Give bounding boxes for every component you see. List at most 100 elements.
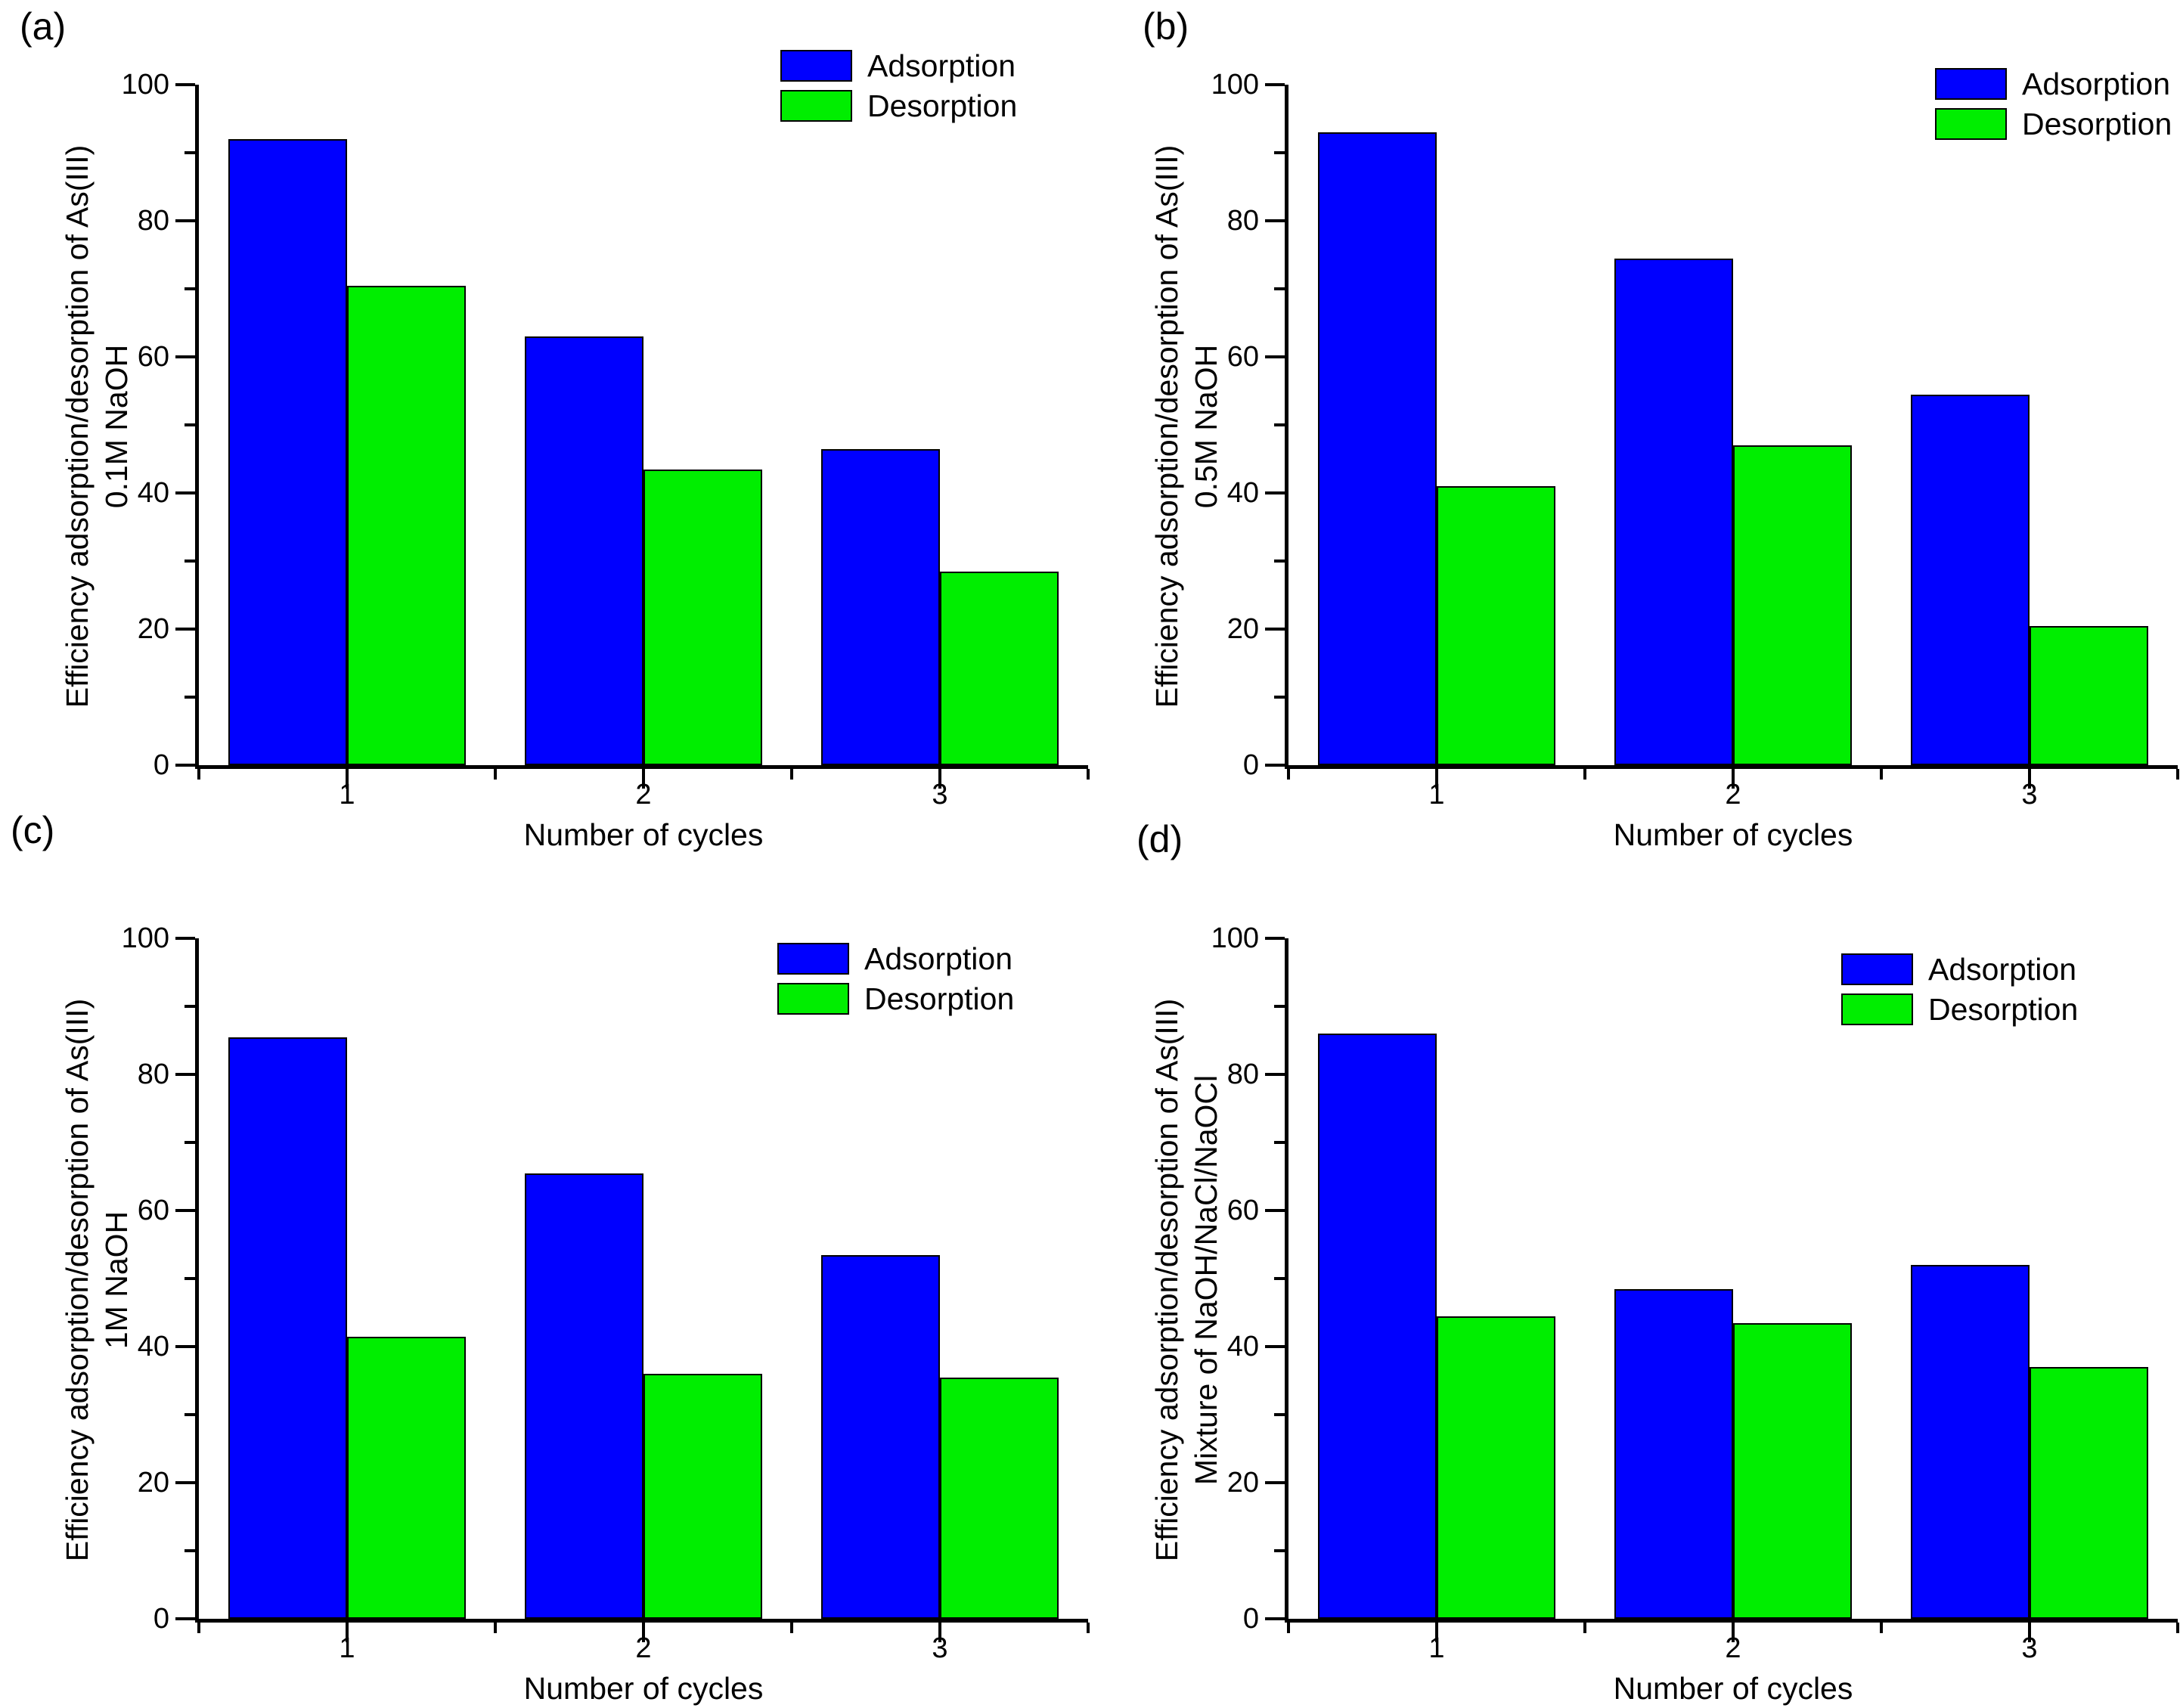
y-axis-minor-tick xyxy=(1274,423,1285,426)
y-axis-minor-tick xyxy=(1274,1277,1285,1280)
bar-adsorption-cycle-1 xyxy=(228,139,347,765)
y-axis-minor-tick xyxy=(185,696,195,699)
panel-letter: (a) xyxy=(20,5,67,48)
y-axis-title: Efficiency adsorption/desorption of As(I… xyxy=(57,86,136,767)
adsorption-swatch-icon xyxy=(780,50,852,82)
y-axis-major-tick xyxy=(175,937,195,940)
y-tick-label: 60 xyxy=(1226,341,1259,373)
bar-adsorption-cycle-2 xyxy=(525,1173,643,1619)
legend-item-adsorption: Adsorption xyxy=(1841,953,2078,985)
legend: Adsorption Desorption xyxy=(777,943,1014,1023)
y-axis-minor-tick xyxy=(1274,1005,1285,1008)
x-tick-label: 2 xyxy=(635,1632,652,1664)
adsorption-swatch-icon xyxy=(1935,68,2007,100)
y-axis-minor-tick xyxy=(185,287,195,290)
x-axis-major-tick xyxy=(346,1623,349,1642)
y-axis-minor-tick xyxy=(185,423,195,426)
y-axis-minor-tick xyxy=(185,1549,195,1552)
plot-area xyxy=(195,85,1088,769)
bar-adsorption-cycle-2 xyxy=(1614,258,1733,765)
legend-label-adsorption: Adsorption xyxy=(2022,67,2171,101)
bar-desorption-cycle-2 xyxy=(643,1374,762,1619)
bar-adsorption-cycle-1 xyxy=(1318,1034,1437,1619)
plot-area xyxy=(1285,938,2178,1623)
desorption-swatch-icon xyxy=(1935,108,2007,140)
x-tick-label: 3 xyxy=(2021,1632,2038,1664)
x-axis-title: Number of cycles xyxy=(523,817,764,852)
y-axis-major-tick xyxy=(175,219,195,222)
y-axis-major-tick xyxy=(1265,937,1285,940)
x-axis-major-tick xyxy=(346,769,349,789)
legend: Adsorption Desorption xyxy=(1935,68,2172,148)
y-axis-major-tick xyxy=(1265,1617,1285,1620)
x-tick-label: 2 xyxy=(1725,1632,1741,1664)
x-axis-minor-tick xyxy=(2176,1623,2179,1633)
y-axis-major-tick xyxy=(175,83,195,86)
x-axis-minor-tick xyxy=(1287,769,1290,780)
bar-desorption-cycle-1 xyxy=(347,1336,466,1619)
x-tick-label: 2 xyxy=(1725,779,1741,811)
bar-desorption-cycle-2 xyxy=(1733,445,1852,765)
legend-item-adsorption: Adsorption xyxy=(777,943,1014,975)
desorption-swatch-icon xyxy=(780,90,852,122)
y-axis-minor-tick xyxy=(185,1141,195,1144)
y-axis-major-tick xyxy=(175,628,195,631)
y-tick-label: 0 xyxy=(1242,749,1259,781)
y-axis-title-line2: 1M NaOH xyxy=(99,1210,134,1350)
y-axis-title-line1: Efficiency adsorption/desorption of As(I… xyxy=(60,144,95,708)
y-axis-major-tick xyxy=(1265,764,1285,767)
y-axis-title-line1: Efficiency adsorption/desorption of As(I… xyxy=(60,998,95,1562)
bar-desorption-cycle-3 xyxy=(940,1377,1059,1619)
adsorption-swatch-icon xyxy=(777,943,849,975)
x-tick-label: 1 xyxy=(339,779,355,811)
x-tick-label: 3 xyxy=(932,779,948,811)
legend-label-adsorption: Adsorption xyxy=(1928,952,2077,987)
y-axis-title-line2: 0.1M NaOH xyxy=(99,344,134,509)
bar-adsorption-cycle-2 xyxy=(1614,1288,1733,1619)
y-tick-label: 0 xyxy=(1242,1603,1259,1635)
x-axis-title: Number of cycles xyxy=(523,1671,764,1706)
x-axis-title: Number of cycles xyxy=(1613,817,1853,852)
y-axis-major-tick xyxy=(1265,219,1285,222)
y-tick-label: 100 xyxy=(1211,69,1259,101)
y-axis-major-tick xyxy=(175,1073,195,1076)
y-axis-minor-tick xyxy=(1274,151,1285,154)
y-axis-title: Efficiency adsorption/desorption of As(I… xyxy=(1147,940,1226,1620)
x-axis-major-tick xyxy=(1732,769,1735,789)
plot-area xyxy=(195,938,1088,1623)
y-axis-major-tick xyxy=(1265,1073,1285,1076)
x-axis-major-tick xyxy=(938,769,941,789)
x-axis-major-tick xyxy=(1732,1623,1735,1642)
panel-letter: (c) xyxy=(11,809,55,851)
y-tick-label: 40 xyxy=(137,477,169,509)
y-axis-minor-tick xyxy=(1274,560,1285,563)
adsorption-swatch-icon xyxy=(1841,953,1913,985)
plot-area xyxy=(1285,85,2178,769)
bar-adsorption-cycle-2 xyxy=(525,336,643,765)
y-axis-major-tick xyxy=(175,764,195,767)
x-tick-label: 3 xyxy=(932,1632,948,1664)
y-axis-minor-tick xyxy=(1274,696,1285,699)
y-axis-major-tick xyxy=(175,491,195,494)
y-axis-major-tick xyxy=(1265,1209,1285,1212)
x-axis-minor-tick xyxy=(790,769,793,780)
x-axis-minor-tick xyxy=(1880,1623,1883,1633)
x-axis-major-tick xyxy=(1435,1623,1438,1642)
y-tick-label: 80 xyxy=(1226,205,1259,237)
y-tick-label: 80 xyxy=(137,1059,169,1090)
y-axis-major-tick xyxy=(175,1345,195,1348)
y-tick-label: 0 xyxy=(153,1603,169,1635)
y-tick-label: 20 xyxy=(1226,1467,1259,1499)
y-axis-title: Efficiency adsorption/desorption of As(I… xyxy=(57,940,136,1620)
y-tick-label: 20 xyxy=(137,1467,169,1499)
y-tick-label: 40 xyxy=(1226,477,1259,509)
legend-item-desorption: Desorption xyxy=(780,90,1017,122)
y-tick-label: 40 xyxy=(1226,1331,1259,1362)
x-axis-minor-tick xyxy=(1087,769,1090,780)
y-axis-minor-tick xyxy=(1274,1141,1285,1144)
y-axis-title-line1: Efficiency adsorption/desorption of As(I… xyxy=(1149,144,1184,708)
desorption-swatch-icon xyxy=(777,983,849,1015)
legend: Adsorption Desorption xyxy=(1841,953,2078,1034)
y-tick-label: 0 xyxy=(153,749,169,781)
y-axis-title: Efficiency adsorption/desorption of As(I… xyxy=(1147,86,1226,767)
